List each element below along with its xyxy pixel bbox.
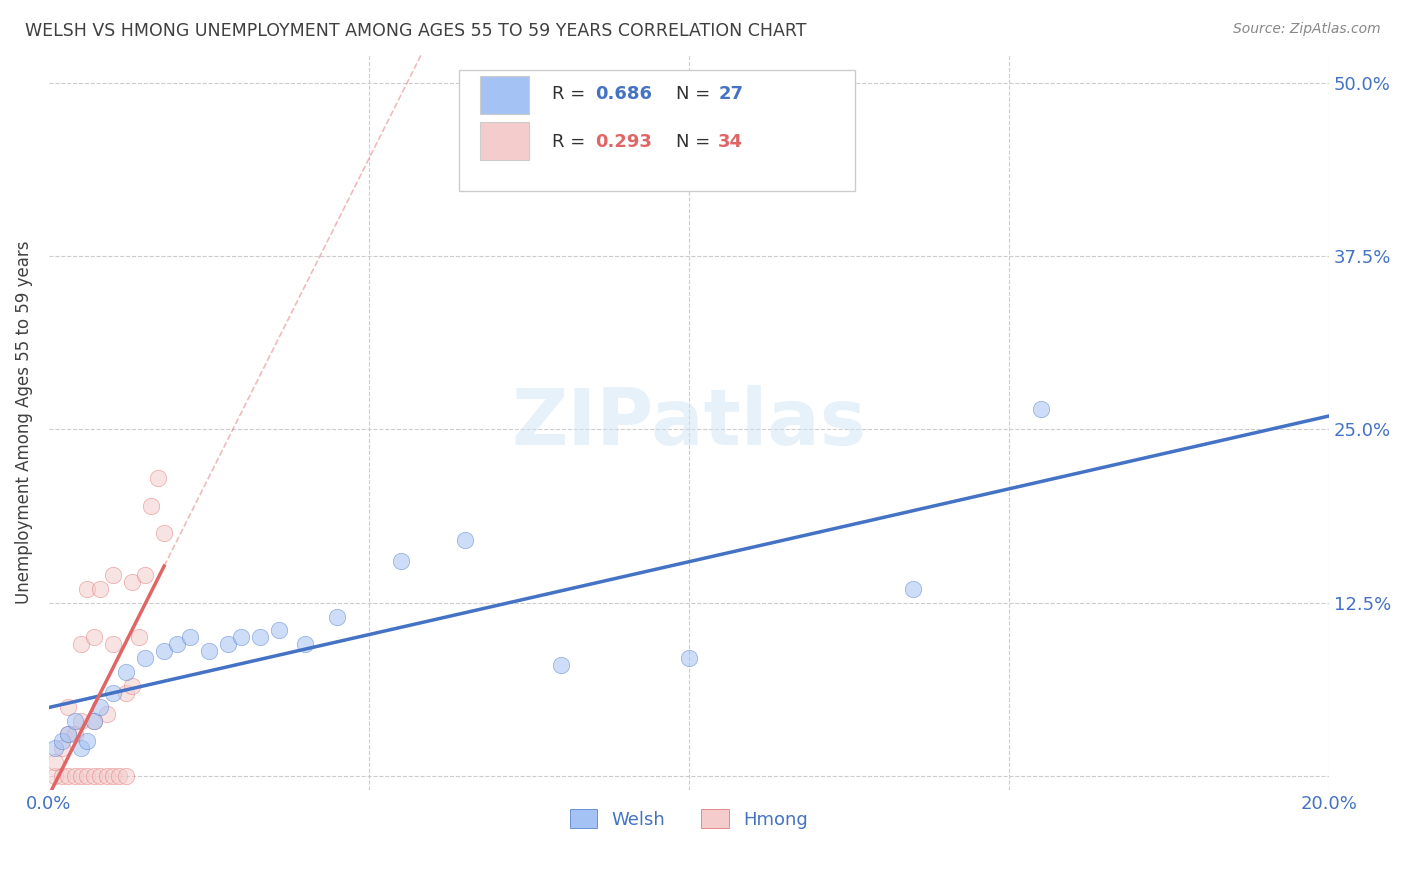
- Point: [44, 769, 66, 783]
- Text: 0.293: 0.293: [596, 133, 652, 151]
- Point: [179, 631, 201, 645]
- Text: R =: R =: [553, 85, 591, 103]
- Text: 0.686: 0.686: [596, 85, 652, 103]
- Point: [1029, 401, 1052, 416]
- Point: [83, 769, 105, 783]
- Point: [70, 769, 93, 783]
- Bar: [481, 76, 529, 114]
- Y-axis label: Unemployment Among Ages 55 to 59 years: Unemployment Among Ages 55 to 59 years: [15, 241, 32, 604]
- Text: ZIPatlas: ZIPatlas: [512, 384, 866, 460]
- Point: [70, 714, 93, 728]
- Point: [229, 631, 252, 645]
- FancyBboxPatch shape: [458, 70, 855, 191]
- Point: [63, 727, 86, 741]
- Point: [63, 714, 86, 728]
- Text: R =: R =: [553, 133, 591, 151]
- Point: [166, 637, 188, 651]
- Point: [114, 665, 136, 679]
- Point: [96, 769, 118, 783]
- Point: [83, 631, 105, 645]
- Point: [217, 637, 239, 651]
- Point: [121, 574, 143, 589]
- Point: [101, 568, 124, 582]
- Text: N =: N =: [676, 133, 716, 151]
- Point: [153, 644, 176, 658]
- Point: [56, 699, 79, 714]
- Point: [108, 769, 131, 783]
- Point: [89, 769, 111, 783]
- Point: [44, 741, 66, 756]
- Text: WELSH VS HMONG UNEMPLOYMENT AMONG AGES 55 TO 59 YEARS CORRELATION CHART: WELSH VS HMONG UNEMPLOYMENT AMONG AGES 5…: [25, 22, 807, 40]
- Point: [44, 755, 66, 769]
- Point: [134, 568, 156, 582]
- Point: [198, 644, 221, 658]
- Point: [63, 769, 86, 783]
- Point: [294, 637, 316, 651]
- Point: [249, 631, 271, 645]
- Point: [550, 658, 572, 673]
- Point: [269, 624, 291, 638]
- Point: [89, 582, 111, 596]
- Point: [389, 554, 412, 568]
- Text: N =: N =: [676, 85, 716, 103]
- Point: [141, 499, 163, 513]
- Bar: [481, 122, 529, 161]
- Point: [121, 679, 143, 693]
- Point: [51, 741, 73, 756]
- Point: [70, 741, 93, 756]
- Point: [454, 533, 477, 548]
- Point: [101, 769, 124, 783]
- Point: [51, 769, 73, 783]
- Legend: Welsh, Hmong: Welsh, Hmong: [562, 802, 815, 836]
- Point: [114, 769, 136, 783]
- Point: [89, 699, 111, 714]
- Point: [56, 769, 79, 783]
- Point: [101, 637, 124, 651]
- Point: [51, 734, 73, 748]
- Point: [901, 582, 924, 596]
- Point: [128, 631, 150, 645]
- Point: [114, 686, 136, 700]
- Point: [134, 651, 156, 665]
- Point: [96, 706, 118, 721]
- Text: 34: 34: [718, 133, 744, 151]
- Point: [76, 734, 98, 748]
- Text: 27: 27: [718, 85, 744, 103]
- Point: [76, 582, 98, 596]
- Point: [83, 714, 105, 728]
- Point: [56, 727, 79, 741]
- Point: [83, 714, 105, 728]
- Point: [70, 637, 93, 651]
- Point: [326, 609, 349, 624]
- Point: [678, 651, 700, 665]
- Point: [101, 686, 124, 700]
- Point: [153, 526, 176, 541]
- Point: [76, 769, 98, 783]
- Point: [146, 471, 169, 485]
- Point: [56, 727, 79, 741]
- Text: Source: ZipAtlas.com: Source: ZipAtlas.com: [1233, 22, 1381, 37]
